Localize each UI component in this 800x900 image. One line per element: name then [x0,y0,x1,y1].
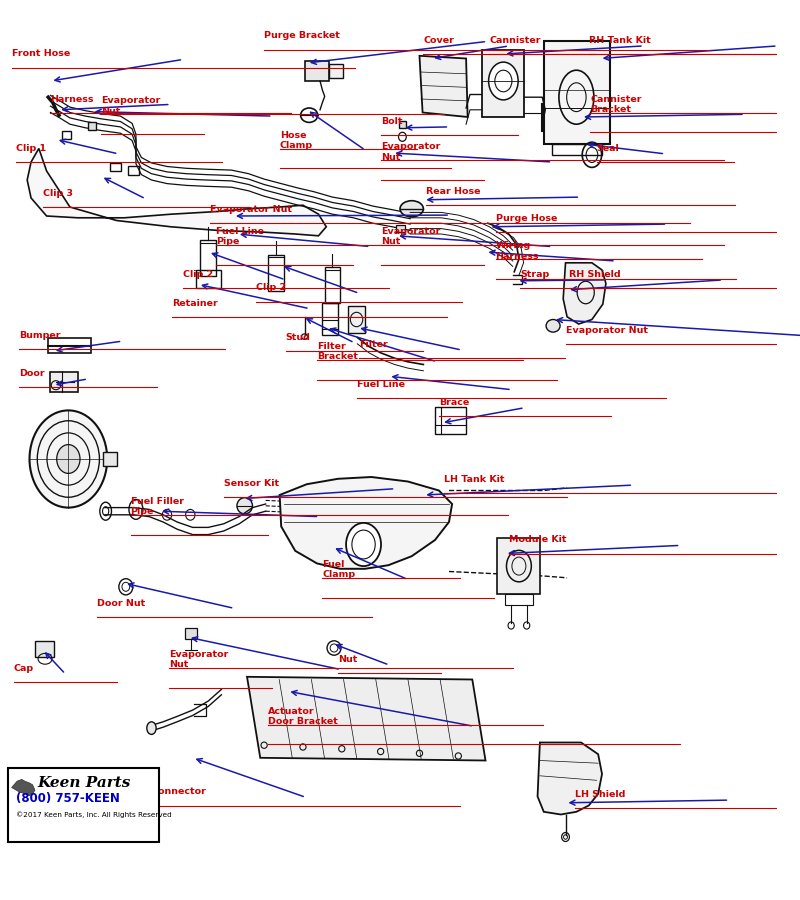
Polygon shape [12,779,35,796]
Polygon shape [419,56,468,117]
Text: Clip 3: Clip 3 [42,189,73,198]
Bar [110,163,121,171]
Bar [348,306,365,333]
Text: Cover: Cover [423,36,454,45]
Text: Fuel Line: Fuel Line [358,380,406,389]
Text: LH Shield: LH Shield [575,790,626,799]
Ellipse shape [489,62,518,100]
Text: Clip 1: Clip 1 [15,144,46,153]
Text: Evaporator Nut: Evaporator Nut [210,205,292,214]
Bar [196,270,221,288]
Text: Fuel Filler
Pipe: Fuel Filler Pipe [130,497,183,517]
FancyBboxPatch shape [8,768,159,842]
Ellipse shape [30,410,107,508]
Text: Strap: Strap [521,270,550,279]
Bar [48,338,91,353]
Text: Filter: Filter [359,340,388,349]
Text: Hose
Clamp: Hose Clamp [280,130,313,150]
Text: Module Kit: Module Kit [509,536,566,544]
Text: Brace: Brace [439,398,469,407]
Text: Door Nut: Door Nut [97,598,146,608]
Bar [185,628,197,639]
Bar [102,452,117,466]
Text: Stud: Stud [286,333,310,342]
Text: Evaporator
Nut: Evaporator Nut [101,96,160,116]
Bar [551,144,602,155]
Text: Keen Parts: Keen Parts [38,776,130,790]
Text: Bolt: Bolt [381,117,402,126]
Text: Evaporator Nut: Evaporator Nut [566,326,647,335]
Text: Connector: Connector [151,788,206,796]
Bar [497,538,540,594]
Bar [88,122,95,130]
Bar [435,407,466,434]
Text: Evaporator
Nut: Evaporator Nut [381,142,440,162]
Text: Wiring
Harness: Wiring Harness [496,241,539,261]
Bar [322,303,338,335]
Text: Evaporator
Nut: Evaporator Nut [170,650,229,670]
Text: Nut: Nut [338,655,358,664]
Ellipse shape [57,445,80,473]
Bar [482,50,524,117]
Text: Cap: Cap [14,664,34,673]
Text: Actuator
Door Bracket: Actuator Door Bracket [268,706,338,726]
Polygon shape [280,477,452,569]
Text: RH Shield: RH Shield [569,270,620,279]
Ellipse shape [237,498,253,514]
Text: Harness: Harness [50,94,94,104]
Polygon shape [27,148,326,236]
Text: Evaporator
Nut: Evaporator Nut [381,227,440,247]
Text: ©2017 Keen Parts, Inc. All Rights Reserved: ©2017 Keen Parts, Inc. All Rights Reserv… [15,812,171,818]
Polygon shape [563,263,606,324]
Bar [201,240,216,276]
Text: RH Tank Kit: RH Tank Kit [589,36,650,45]
Bar [62,131,71,139]
Text: Rear Hose: Rear Hose [426,187,480,196]
Text: Clip 2: Clip 2 [256,284,286,292]
Text: (800) 757-KEEN: (800) 757-KEEN [15,792,119,805]
Text: Front Hose: Front Hose [12,50,70,58]
Text: Filter
Bracket: Filter Bracket [317,342,358,362]
Text: Purge Hose: Purge Hose [496,214,557,223]
Text: Fuel
Clamp: Fuel Clamp [322,560,355,580]
Text: Sensor Kit: Sensor Kit [224,479,279,488]
Bar [268,255,283,291]
Text: Fuel Line
Pipe: Fuel Line Pipe [216,227,264,247]
Bar [396,225,406,232]
Text: Retainer: Retainer [173,299,218,308]
Text: Bumper: Bumper [19,331,61,340]
Text: LH Tank Kit: LH Tank Kit [444,475,505,484]
Text: Seal: Seal [597,144,619,153]
Text: Door: Door [19,369,45,378]
Bar [35,641,54,657]
Text: Cannister
Bracket: Cannister Bracket [590,94,642,114]
Ellipse shape [400,201,423,217]
Bar [544,40,610,144]
Text: Cannister: Cannister [490,36,541,45]
Bar [329,64,342,78]
Polygon shape [538,742,602,814]
Bar [398,121,406,128]
Bar [505,594,533,605]
Bar [50,372,78,392]
Ellipse shape [346,523,381,566]
Ellipse shape [147,722,156,734]
Text: Purge Bracket: Purge Bracket [264,32,340,40]
Polygon shape [247,677,486,760]
Bar [306,61,329,81]
Text: Clip 2: Clip 2 [182,270,213,279]
Bar [128,166,139,175]
Ellipse shape [546,320,560,332]
Bar [325,267,340,303]
